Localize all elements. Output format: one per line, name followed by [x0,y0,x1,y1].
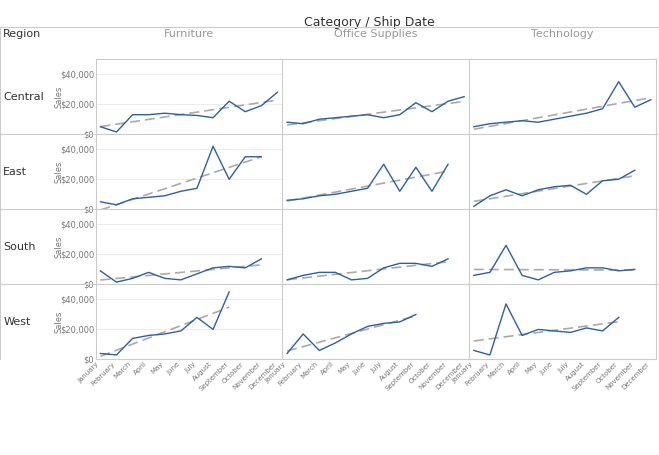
Text: Office Supplies: Office Supplies [334,29,417,39]
Text: Sales: Sales [55,86,64,108]
Text: Category / Ship Date: Category / Ship Date [304,16,434,29]
Text: Region: Region [3,29,42,39]
Text: Sales: Sales [55,236,64,258]
Text: East: East [3,167,27,177]
Text: Central: Central [3,92,44,101]
Text: West: West [3,317,31,327]
Text: Sales: Sales [55,161,64,183]
Text: Technology: Technology [531,29,594,39]
Text: Sales: Sales [55,311,64,333]
Text: Furniture: Furniture [164,29,214,39]
Text: South: South [3,242,36,252]
